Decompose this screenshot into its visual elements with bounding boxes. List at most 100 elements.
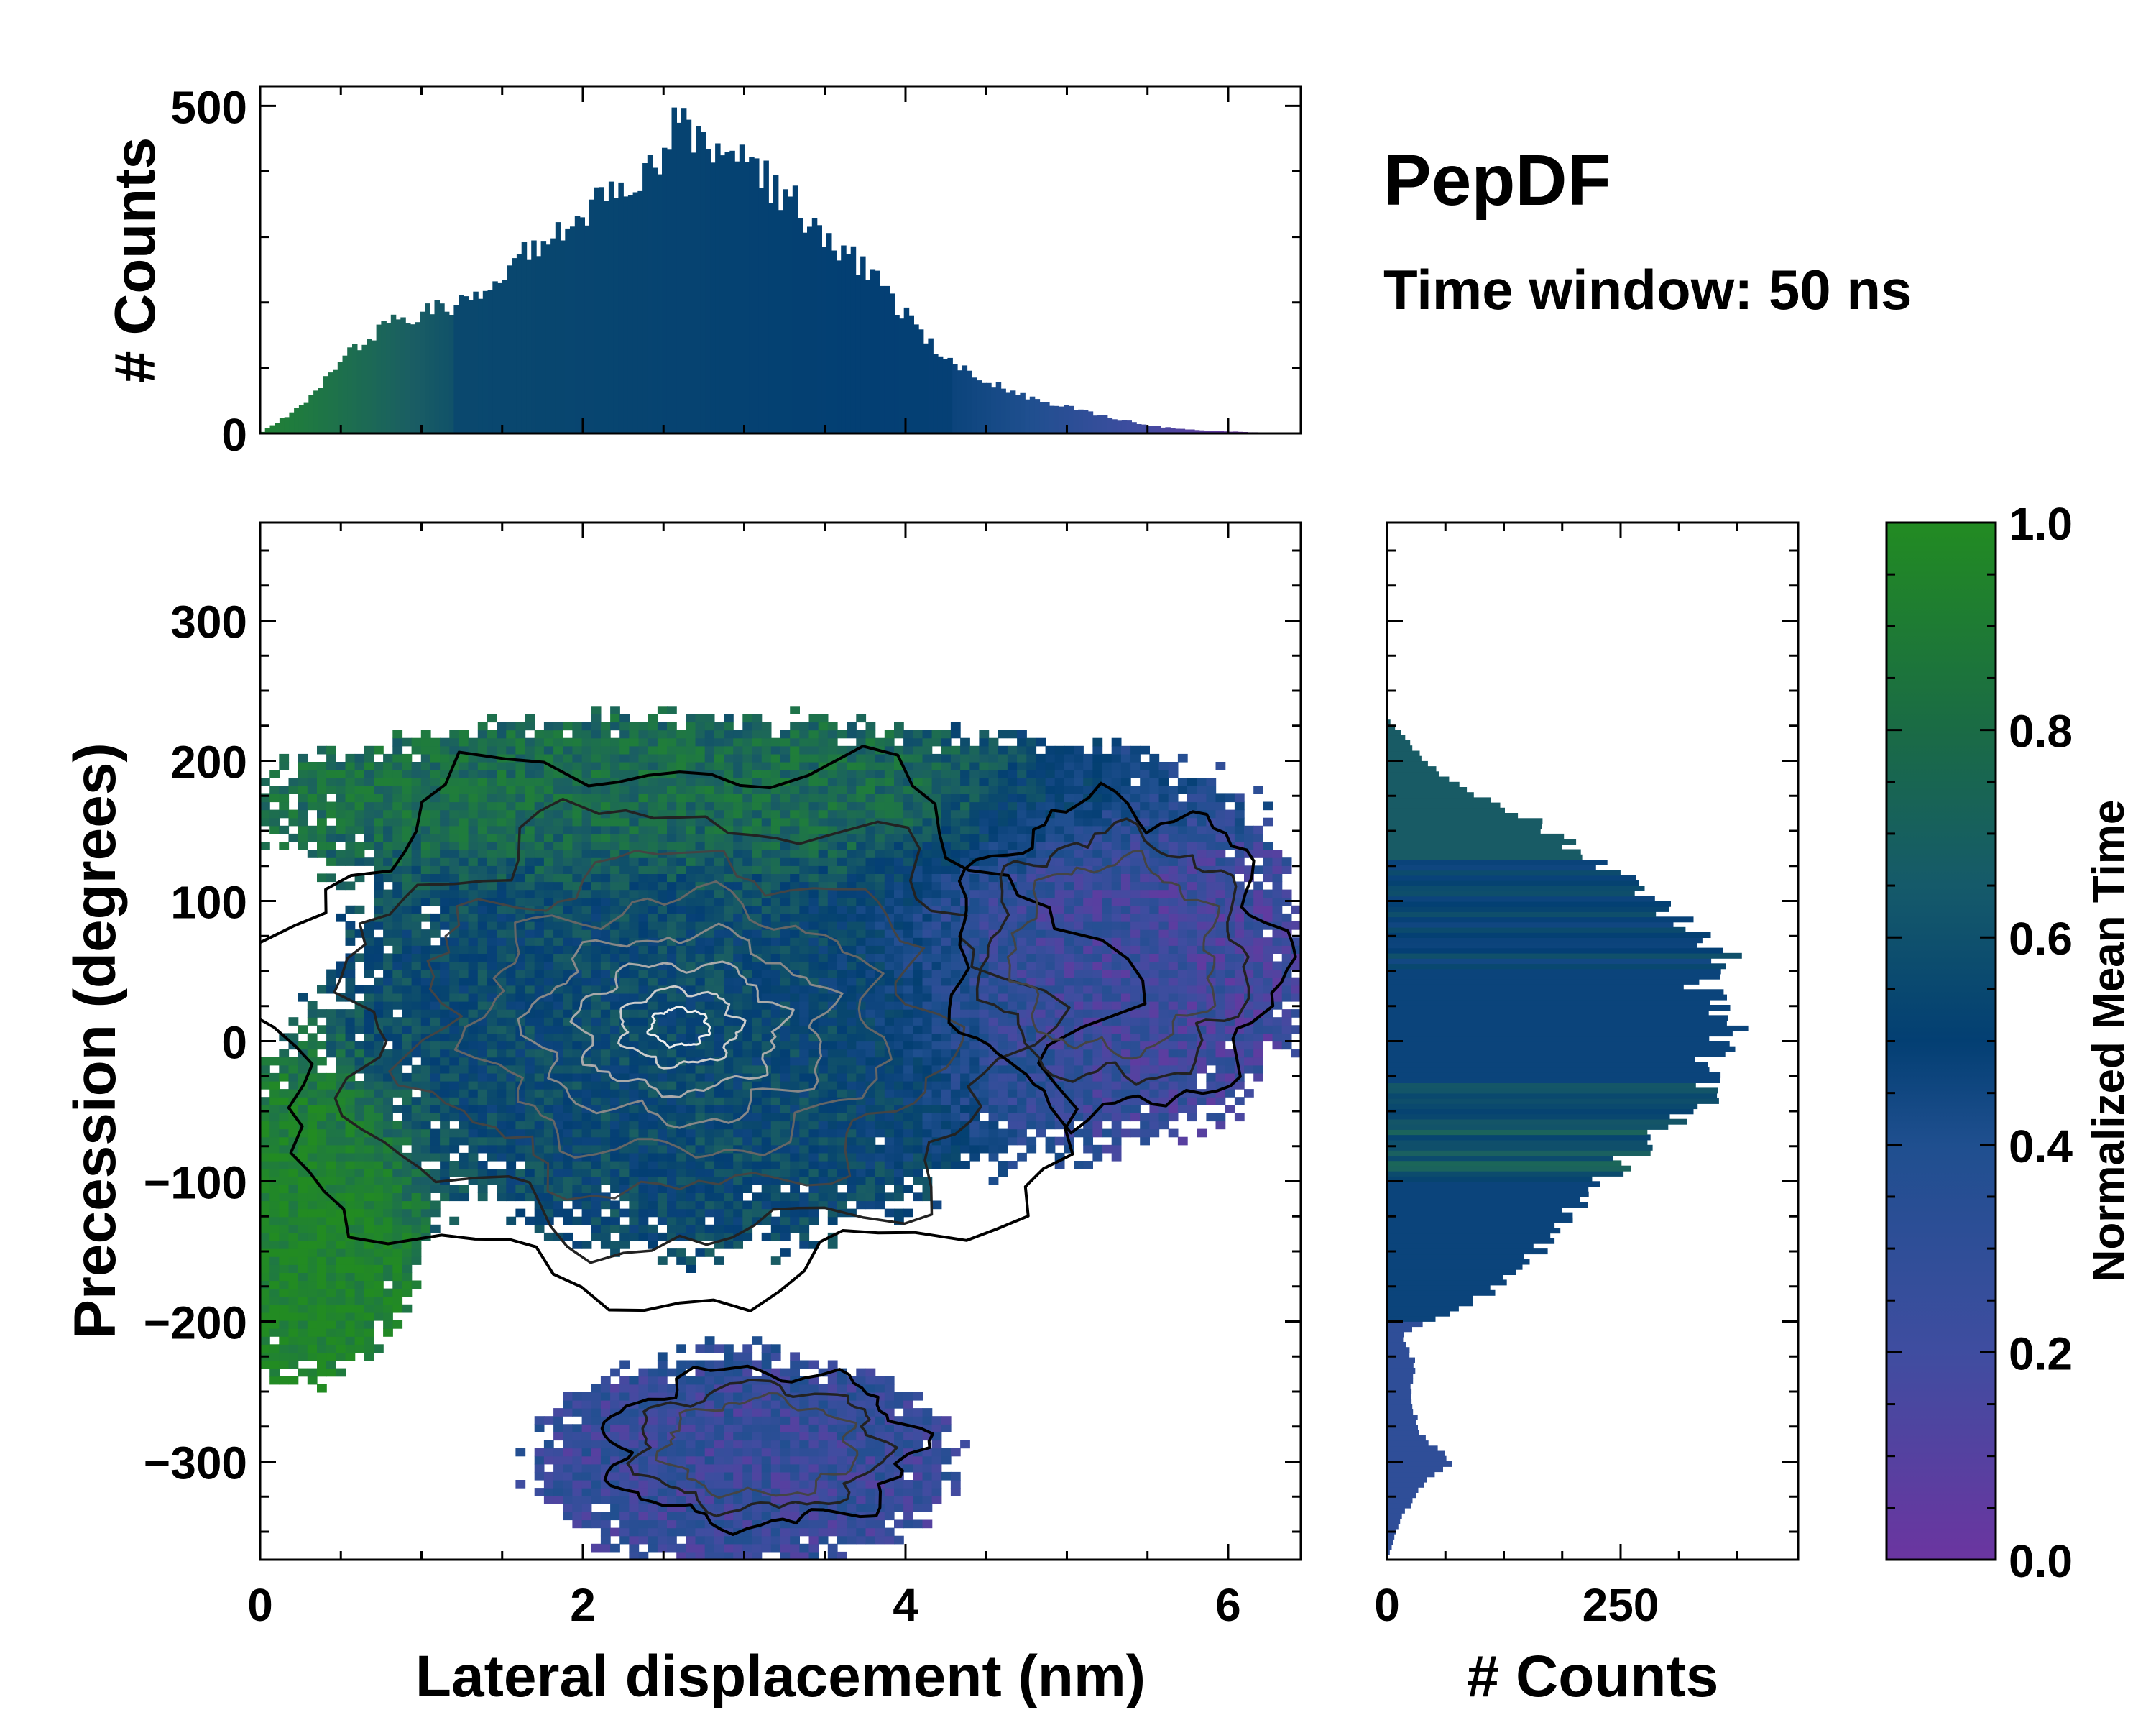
- heatmap-cell: [506, 1089, 517, 1098]
- heatmap-cell: [827, 865, 838, 874]
- heatmap-cell: [790, 1192, 800, 1202]
- heatmap-cell: [742, 873, 753, 883]
- heatmap-cell: [345, 1152, 356, 1162]
- heatmap-cell: [790, 1527, 800, 1537]
- heatmap-cell: [572, 857, 583, 866]
- heatmap-cell: [477, 809, 488, 819]
- heatmap-cell: [600, 1105, 611, 1113]
- heatmap-cell: [780, 1057, 791, 1066]
- top-histogram-bar: [967, 370, 972, 433]
- heatmap-cell: [543, 770, 554, 778]
- heatmap-cell: [298, 801, 308, 811]
- heatmap-cell: [392, 969, 403, 978]
- heatmap-cell: [856, 1496, 867, 1504]
- heatmap-cell: [581, 1184, 592, 1193]
- heatmap-cell: [572, 842, 583, 850]
- heatmap-cell: [553, 762, 563, 770]
- heatmap-cell: [307, 1105, 318, 1113]
- heatmap-cell: [260, 1360, 270, 1369]
- heatmap-cell: [543, 730, 554, 739]
- heatmap-cell: [553, 809, 563, 819]
- heatmap-cell: [581, 1121, 592, 1130]
- heatmap-cell: [648, 745, 658, 755]
- heatmap-cell: [449, 817, 460, 827]
- heatmap-cell: [497, 993, 507, 1002]
- heatmap-cell: [591, 1200, 602, 1210]
- heatmap-cell: [383, 1304, 393, 1313]
- heatmap-cell: [307, 1009, 318, 1018]
- heatmap-cell: [591, 1519, 602, 1529]
- heatmap-cell: [591, 1033, 602, 1042]
- heatmap-cell: [449, 913, 460, 922]
- heatmap-cell: [638, 786, 649, 794]
- heatmap-cell: [525, 857, 535, 866]
- heatmap-cell: [383, 873, 393, 883]
- heatmap-cell: [270, 1161, 280, 1169]
- heatmap-cell: [686, 1081, 696, 1090]
- heatmap-cell: [780, 1535, 791, 1545]
- heatmap-cell: [402, 1025, 413, 1034]
- heatmap-cell: [676, 889, 686, 898]
- heatmap-cell: [515, 1033, 526, 1042]
- heatmap-cell: [298, 1136, 308, 1146]
- heatmap-cell: [449, 1184, 460, 1193]
- heatmap-cell: [629, 1081, 640, 1090]
- heatmap-cell: [440, 745, 450, 755]
- heatmap-cell: [572, 1519, 583, 1529]
- heatmap-cell: [364, 1064, 374, 1074]
- heatmap-cell: [270, 1169, 280, 1177]
- top-histogram-bar: [1179, 428, 1186, 433]
- heatmap-cell: [724, 1360, 734, 1369]
- heatmap-cell: [837, 1471, 847, 1481]
- heatmap-cell: [392, 985, 403, 994]
- heatmap-cell: [392, 945, 403, 954]
- heatmap-cell: [260, 1232, 270, 1241]
- heatmap-cell: [279, 1105, 290, 1113]
- heatmap-cell: [449, 1009, 460, 1018]
- heatmap-cell: [563, 929, 573, 938]
- heatmap-cell: [440, 833, 450, 842]
- heatmap-cell: [354, 1128, 365, 1138]
- heatmap-cell: [827, 881, 838, 891]
- heatmap-cell: [383, 1177, 393, 1185]
- heatmap-cell: [847, 1033, 857, 1042]
- heatmap-cell: [695, 1463, 706, 1473]
- heatmap-cell: [543, 1416, 554, 1425]
- heatmap-cell: [487, 817, 497, 827]
- top-histogram-bar: [734, 161, 740, 433]
- heatmap-cell: [770, 1169, 781, 1177]
- heatmap-cell: [279, 1049, 290, 1058]
- heatmap-cell: [695, 1455, 706, 1465]
- heatmap-cell: [402, 913, 413, 922]
- top-histogram-bar: [758, 188, 765, 433]
- heatmap-cell: [733, 1392, 743, 1401]
- heatmap-cell: [449, 961, 460, 970]
- heatmap-cell: [704, 745, 715, 755]
- heatmap-cell: [837, 1177, 847, 1185]
- heatmap-cell: [780, 1136, 791, 1146]
- heatmap-cell: [629, 722, 640, 731]
- heatmap-cell: [543, 1455, 554, 1465]
- top-histogram-bar: [1097, 415, 1103, 433]
- heatmap-cell: [827, 762, 838, 770]
- heatmap-cell: [497, 762, 507, 770]
- heatmap-cell: [553, 881, 563, 891]
- heatmap-cell: [497, 1113, 507, 1122]
- heatmap-cell: [383, 913, 393, 922]
- heatmap-cell: [487, 969, 497, 978]
- heatmap-cell: [770, 945, 781, 954]
- heatmap-cell: [808, 897, 819, 906]
- heatmap-cell: [468, 745, 479, 755]
- heatmap-cell: [354, 1169, 365, 1177]
- heatmap-cell: [374, 977, 384, 986]
- heatmap-cell: [468, 1033, 479, 1042]
- heatmap-cell: [657, 762, 668, 770]
- top-histogram-bar: [560, 240, 566, 433]
- heatmap-cell: [847, 1105, 857, 1113]
- heatmap-cell: [799, 737, 810, 747]
- heatmap-cell: [761, 1025, 772, 1034]
- heatmap-cell: [638, 1184, 649, 1193]
- heatmap-cell: [676, 1368, 686, 1377]
- top-histogram-bar: [807, 226, 813, 433]
- heatmap-cell: [733, 1480, 743, 1489]
